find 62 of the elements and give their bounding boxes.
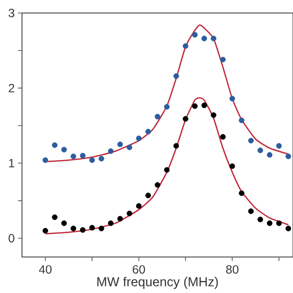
y-tick-label: 0 xyxy=(8,234,14,242)
point xyxy=(52,214,58,220)
point xyxy=(70,226,76,232)
point xyxy=(42,157,48,163)
point xyxy=(286,226,292,232)
point xyxy=(108,148,114,154)
point xyxy=(192,32,198,38)
point xyxy=(201,36,208,42)
point xyxy=(248,138,254,144)
point xyxy=(164,167,170,173)
x-tick-label: 60 xyxy=(132,265,145,274)
point xyxy=(258,216,264,222)
point xyxy=(220,56,226,62)
y-tick-label: 3 xyxy=(8,8,14,18)
point xyxy=(238,190,244,196)
point xyxy=(61,220,67,226)
point xyxy=(80,227,86,233)
point xyxy=(145,192,151,198)
point xyxy=(61,146,67,152)
point xyxy=(229,163,236,169)
point xyxy=(258,148,264,154)
x-axis-title: MW frequency (MHz) xyxy=(97,276,218,289)
point xyxy=(136,136,142,142)
x-tick-label: 80 xyxy=(226,265,238,274)
point xyxy=(117,216,123,222)
point xyxy=(98,226,104,232)
point xyxy=(89,224,95,231)
point xyxy=(52,142,58,148)
point xyxy=(42,228,48,234)
point xyxy=(80,152,86,158)
point xyxy=(276,220,282,226)
point xyxy=(201,102,208,108)
x-tick-label: 40 xyxy=(38,265,52,274)
point xyxy=(266,220,272,226)
point xyxy=(286,154,292,160)
point xyxy=(108,220,114,226)
point xyxy=(173,73,179,79)
point xyxy=(89,157,95,163)
point xyxy=(192,103,198,109)
point xyxy=(98,156,104,162)
point xyxy=(154,182,160,188)
point xyxy=(210,112,216,118)
point xyxy=(182,116,188,122)
point xyxy=(210,36,216,42)
point xyxy=(229,96,236,102)
y-tick-label: 1 xyxy=(9,159,14,168)
point xyxy=(70,154,76,160)
point xyxy=(164,104,170,110)
point xyxy=(126,210,132,216)
point xyxy=(238,118,244,124)
point xyxy=(220,134,226,140)
point xyxy=(248,208,254,214)
y-tick-label: 2 xyxy=(8,84,14,92)
point xyxy=(182,43,188,49)
point xyxy=(126,144,132,150)
point xyxy=(154,114,160,120)
point xyxy=(266,152,272,158)
point xyxy=(145,128,151,134)
point xyxy=(136,203,142,209)
point xyxy=(173,143,179,149)
point xyxy=(117,142,123,148)
point xyxy=(276,143,282,149)
